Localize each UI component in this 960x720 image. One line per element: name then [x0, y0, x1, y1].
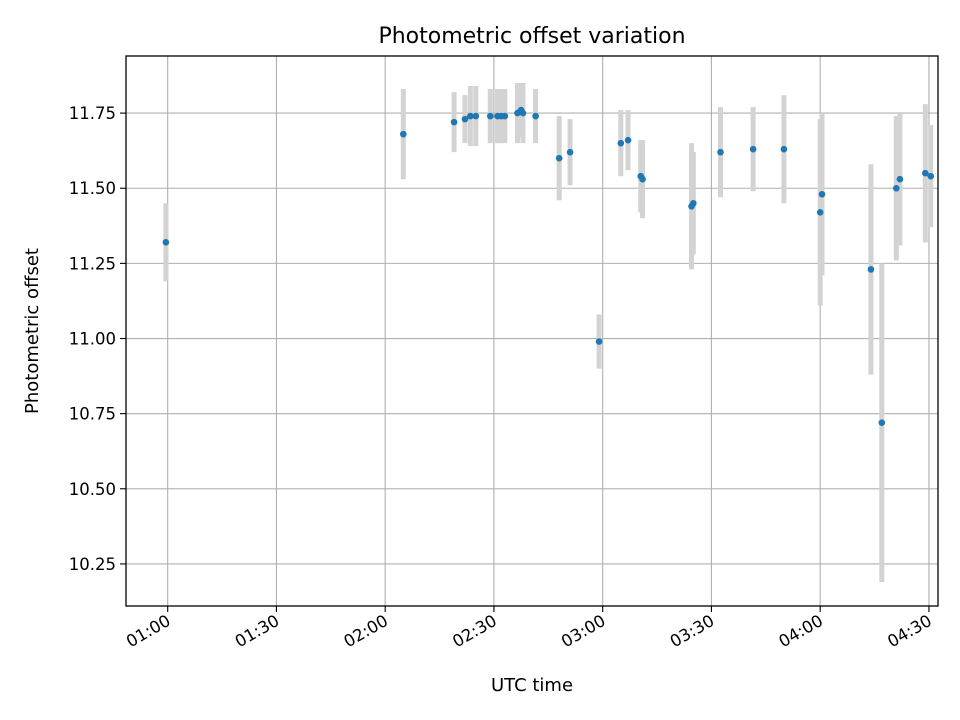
data-point	[472, 112, 480, 120]
data-point	[639, 175, 646, 183]
data-point	[818, 190, 826, 198]
data-point	[519, 109, 527, 117]
data-point	[624, 136, 632, 144]
data-point	[816, 208, 824, 216]
data-point	[617, 139, 625, 147]
data-point	[927, 172, 935, 180]
data-point	[690, 199, 697, 207]
data-point	[717, 148, 724, 156]
y-tick-label: 10.75	[69, 405, 116, 424]
y-axis: 10.25 10.50 10.75 11.00 11.25 11.50 11.75	[69, 104, 126, 574]
data-point	[487, 112, 494, 120]
data-point	[501, 112, 509, 120]
data-point	[595, 338, 603, 345]
data-point	[867, 266, 875, 273]
data-point	[893, 184, 900, 192]
data-point	[532, 112, 539, 120]
data-point	[896, 175, 904, 183]
y-tick-label: 11.25	[69, 254, 116, 273]
data-point	[461, 115, 469, 123]
data-point	[450, 118, 458, 126]
chart-title: Photometric offset variation	[378, 24, 685, 49]
data-point	[780, 145, 788, 153]
data-point	[878, 419, 886, 426]
data-point	[162, 239, 170, 246]
y-tick-label: 10.50	[69, 480, 116, 499]
data-point	[400, 130, 407, 138]
x-axis-label: UTC time	[491, 675, 573, 696]
y-tick-label: 10.25	[69, 555, 116, 574]
data-points	[162, 106, 935, 426]
data-point	[467, 112, 474, 120]
y-tick-label: 11.00	[69, 330, 116, 349]
y-axis-label: Photometric offset	[22, 248, 43, 414]
data-point	[922, 169, 929, 177]
y-tick-label: 11.50	[69, 179, 116, 198]
y-tick-label: 11.75	[69, 104, 116, 123]
plot-frame	[125, 55, 939, 607]
data-point	[749, 145, 757, 153]
data-point	[566, 148, 574, 156]
data-point	[555, 154, 563, 162]
